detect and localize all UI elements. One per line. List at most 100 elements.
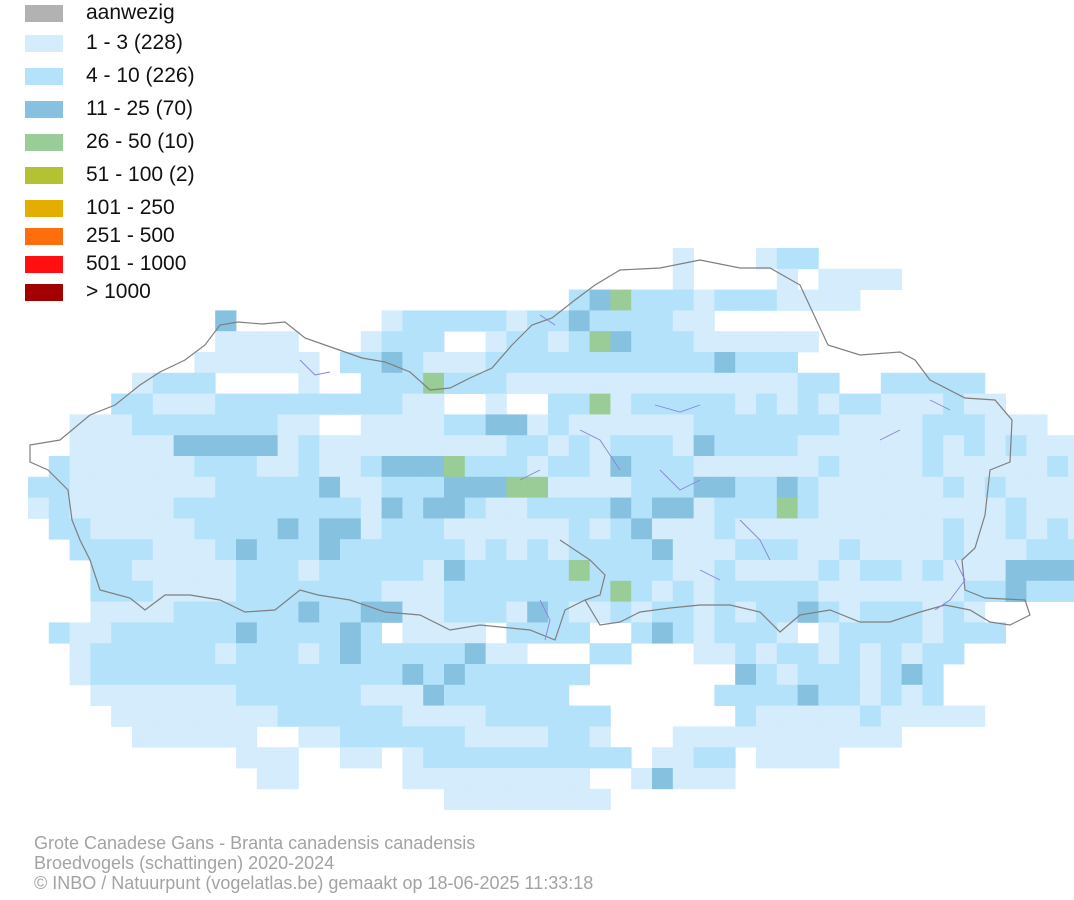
grid-cell [90,539,112,561]
grid-cell [319,726,341,748]
grid-cell [860,476,882,498]
grid-cell [631,539,653,561]
grid-cell [901,705,923,727]
grid-cell [152,664,174,686]
grid-cell [215,560,237,582]
grid-cell [922,372,944,394]
grid-cell [173,705,195,727]
grid-cell [922,684,944,706]
grid-cell [964,518,986,540]
grid-cell [90,664,112,686]
grid-cell [672,435,694,457]
grid-cell [797,705,819,727]
grid-cell [152,726,174,748]
grid-cell [132,643,154,665]
grid-cell [152,684,174,706]
grid-cell [485,705,507,727]
grid-cell [839,622,861,644]
grid-cell [1068,476,1074,498]
grid-cell [964,476,986,498]
legend-label: 51 - 100 (2) [86,163,195,186]
grid-cell [444,414,466,436]
grid-cell [277,352,299,374]
grid-cell [797,393,819,415]
grid-cell [860,497,882,519]
grid-cell [901,622,923,644]
grid-cell [298,664,320,686]
grid-cell [28,476,50,498]
grid-cell [880,622,902,644]
grid-cell [631,435,653,457]
grid-cell [111,456,133,478]
grid-cell [194,601,216,623]
grid-cell [319,643,341,665]
grid-cell [610,747,632,769]
grid-cell [714,289,736,311]
grid-cell [360,601,382,623]
grid-cell [340,643,362,665]
grid-cell [132,726,154,748]
grid-cell [1047,476,1069,498]
grid-cell [776,705,798,727]
grid-cell [485,788,507,810]
grid-cell [818,643,840,665]
grid-cell [423,352,445,374]
grid-cell [964,456,986,478]
grid-cell [402,726,424,748]
grid-cell [506,352,528,374]
grid-cell [860,539,882,561]
grid-cell [548,580,570,602]
grid-cell [943,705,965,727]
grid-cell [568,580,590,602]
grid-cell [901,435,923,457]
grid-cell [714,518,736,540]
grid-cell [984,622,1006,644]
grid-cell [381,456,403,478]
grid-cell [860,518,882,540]
grid-cell [1068,580,1074,602]
grid-cell [568,476,590,498]
grid-cell [818,476,840,498]
grid-cell [776,580,798,602]
grid-cell [69,518,91,540]
grid-cell [943,393,965,415]
grid-cell [277,580,299,602]
grid-cell [1047,435,1069,457]
grid-cell [485,476,507,498]
grid-cell [485,643,507,665]
grid-cell [69,497,91,519]
grid-cell [922,518,944,540]
grid-cell [776,331,798,353]
grid-cell [964,414,986,436]
grid-cell [485,560,507,582]
grid-cell [319,497,341,519]
grid-cell [111,518,133,540]
grid-cell [922,393,944,415]
grid-cell [256,747,278,769]
grid-cell [568,539,590,561]
grid-cell [173,393,195,415]
grid-cell [152,705,174,727]
grid-cell [277,435,299,457]
grid-cell [69,664,91,686]
grid-cell [776,352,798,374]
grid-cell [444,643,466,665]
grid-cell [1047,518,1069,540]
grid-cell [610,580,632,602]
grid-cell [444,352,466,374]
grid-cell [298,435,320,457]
grid-cell [1068,518,1074,540]
grid-cell [693,643,715,665]
grid-cell [319,601,341,623]
grid-cell [444,372,466,394]
grid-cell [48,456,70,478]
grid-cell [548,601,570,623]
grid-cell [423,664,445,686]
grid-cell [111,684,133,706]
grid-cell [631,560,653,582]
grid-cell [173,372,195,394]
grid-cell [860,268,882,290]
grid-cell [69,456,91,478]
grid-cell [880,393,902,415]
